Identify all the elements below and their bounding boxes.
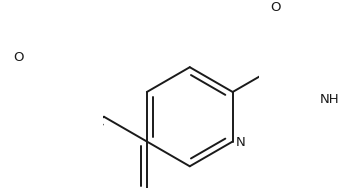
Text: O: O bbox=[13, 51, 23, 64]
Text: N: N bbox=[236, 136, 246, 149]
Text: O: O bbox=[270, 1, 281, 14]
Text: NH: NH bbox=[320, 93, 339, 106]
